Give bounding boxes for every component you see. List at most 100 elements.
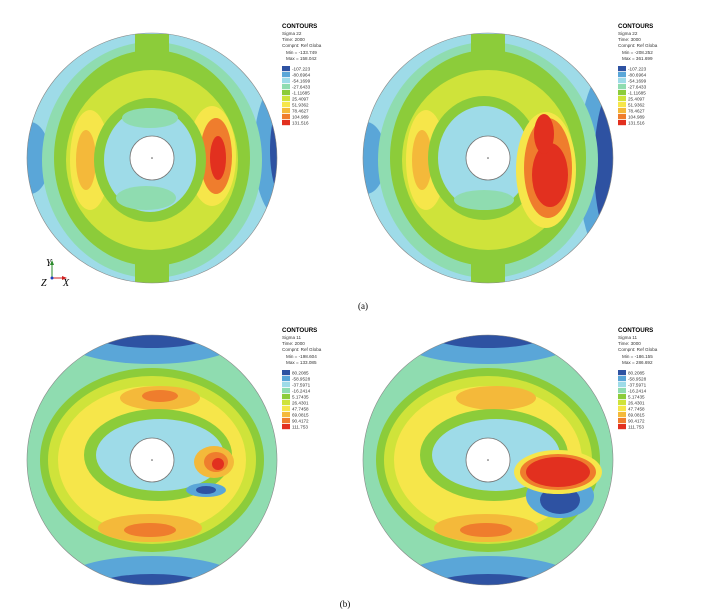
legend-swatch xyxy=(282,382,290,388)
legend-a-left: CONTOURS Sigma 22 Time: 2000 Compnt: Ref… xyxy=(282,23,322,125)
legend-b-left: CONTOURS Sigma 11 Time: 2000 Compnt: Ref… xyxy=(282,327,322,429)
legend-swatch xyxy=(618,400,626,406)
legend-value: -107.223 xyxy=(628,66,647,71)
legend-value: 5.17435 xyxy=(628,394,645,399)
axis-x-label: X xyxy=(62,278,70,289)
legend-swatch xyxy=(282,108,290,114)
legend-swatch xyxy=(282,96,290,102)
legend-value: 5.17435 xyxy=(292,394,309,399)
legend-swatch xyxy=(282,406,290,412)
legend-swatch xyxy=(618,120,626,126)
legend-swatch xyxy=(282,120,290,126)
legend-swatch xyxy=(282,90,290,96)
legend-time: Time: 3000 xyxy=(618,37,641,42)
legend-title: CONTOURS xyxy=(618,327,653,334)
legend-title: CONTOURS xyxy=(282,327,317,334)
legend-time: Time: 2000 xyxy=(282,341,305,346)
legend-min: Min = -133.749 xyxy=(286,50,317,55)
legend-value: 47.7458 xyxy=(628,406,645,411)
legend-min: Min = -208.252 xyxy=(622,50,653,55)
legend-b-right: CONTOURS Sigma 11 Time: 3000 Compnt: Ref… xyxy=(618,327,658,429)
legend-value: -54.1699 xyxy=(292,78,311,83)
contour-disk-b-right xyxy=(362,334,614,586)
legend-compnt: Compnt: Ref Globa xyxy=(282,347,322,352)
legend-swatch xyxy=(618,376,626,382)
axis-y-label: Y xyxy=(46,258,53,269)
legend-swatch xyxy=(282,412,290,418)
legend-value: 78.4627 xyxy=(628,108,645,113)
legend-swatches: -107.223-80.6964-54.1699-27.6433-1.11685… xyxy=(282,66,311,125)
legend-value: -58.9528 xyxy=(292,376,311,381)
legend-value: -37.5971 xyxy=(628,382,647,387)
legend-value: 69.0815 xyxy=(292,412,309,417)
legend-max: Max = 361.699 xyxy=(622,56,653,61)
legend-value: 104.989 xyxy=(628,114,645,119)
legend-swatch xyxy=(282,424,290,430)
legend-compnt: Compnt: Ref Globa xyxy=(282,43,322,48)
legend-quantity: Sigma 22 xyxy=(618,31,638,36)
legend-value: 80.2085 xyxy=(292,370,309,375)
legend-swatch xyxy=(618,370,626,376)
legend-value: -1.11685 xyxy=(628,90,646,95)
legend-swatch xyxy=(282,78,290,84)
legend-swatch xyxy=(618,90,626,96)
caption-a: (a) xyxy=(358,301,368,311)
legend-value: 26.4301 xyxy=(628,400,645,405)
legend-quantity: Sigma 11 xyxy=(282,335,302,340)
legend-swatch xyxy=(282,394,290,400)
axis-triad: Y Z X xyxy=(41,258,70,289)
legend-value: 90.4172 xyxy=(292,418,309,423)
legend-value: -16.2414 xyxy=(292,388,311,393)
legend-swatch xyxy=(282,370,290,376)
legend-swatch xyxy=(618,102,626,108)
legend-swatch xyxy=(618,78,626,84)
legend-min: Min = -186.155 xyxy=(622,354,653,359)
legend-max: Max = 133.085 xyxy=(286,360,317,365)
legend-swatch xyxy=(282,114,290,120)
legend-value: 69.0815 xyxy=(628,412,645,417)
axis-z-label: Z xyxy=(41,278,47,289)
legend-value: 90.4172 xyxy=(628,418,645,423)
legend-quantity: Sigma 22 xyxy=(282,31,302,36)
legend-value: 51.9362 xyxy=(292,102,309,107)
legend-swatch xyxy=(618,108,626,114)
legend-value: 131.516 xyxy=(628,120,645,125)
legend-value: 25.4097 xyxy=(292,96,309,101)
legend-swatch xyxy=(618,388,626,394)
legend-value: -27.6433 xyxy=(292,84,311,89)
legend-value: 26.4301 xyxy=(292,400,309,405)
legend-swatch xyxy=(618,418,626,424)
legend-value: -107.223 xyxy=(292,66,311,71)
legend-max: Max = 286.692 xyxy=(622,360,653,365)
legend-value: 80.2085 xyxy=(628,370,645,375)
legend-value: 104.989 xyxy=(292,114,309,119)
legend-a-right: CONTOURS Sigma 22 Time: 3000 Compnt: Ref… xyxy=(618,23,658,125)
legend-swatches: 80.2085-58.9528-37.5971-16.24145.1743526… xyxy=(282,370,311,429)
legend-quantity: Sigma 11 xyxy=(618,335,638,340)
legend-value: 111.753 xyxy=(628,424,644,429)
legend-swatch xyxy=(618,72,626,78)
legend-swatch xyxy=(282,418,290,424)
legend-title: CONTOURS xyxy=(282,23,317,30)
legend-swatches: -107.223-80.6964-54.1699-27.6433-1.11685… xyxy=(618,66,647,125)
legend-swatch xyxy=(618,406,626,412)
legend-min: Min = -198.604 xyxy=(286,354,317,359)
legend-swatch xyxy=(618,96,626,102)
contour-disk-b-left xyxy=(26,334,278,586)
legend-swatch xyxy=(282,388,290,394)
legend-swatches: 80.2085-58.9528-37.5971-16.24145.1743526… xyxy=(618,370,647,429)
legend-swatch xyxy=(618,84,626,90)
legend-swatch xyxy=(618,114,626,120)
legend-max: Max = 158.042 xyxy=(286,56,317,61)
legend-value: -80.6964 xyxy=(628,72,647,77)
legend-swatch xyxy=(618,66,626,72)
legend-time: Time: 2000 xyxy=(282,37,305,42)
legend-value: 111.753 xyxy=(292,424,308,429)
legend-value: -58.9528 xyxy=(628,376,647,381)
legend-value: -27.6433 xyxy=(628,84,647,89)
legend-swatch xyxy=(282,376,290,382)
legend-swatch xyxy=(282,66,290,72)
legend-compnt: Compnt: Ref Globa xyxy=(618,43,658,48)
legend-value: 25.4097 xyxy=(628,96,645,101)
